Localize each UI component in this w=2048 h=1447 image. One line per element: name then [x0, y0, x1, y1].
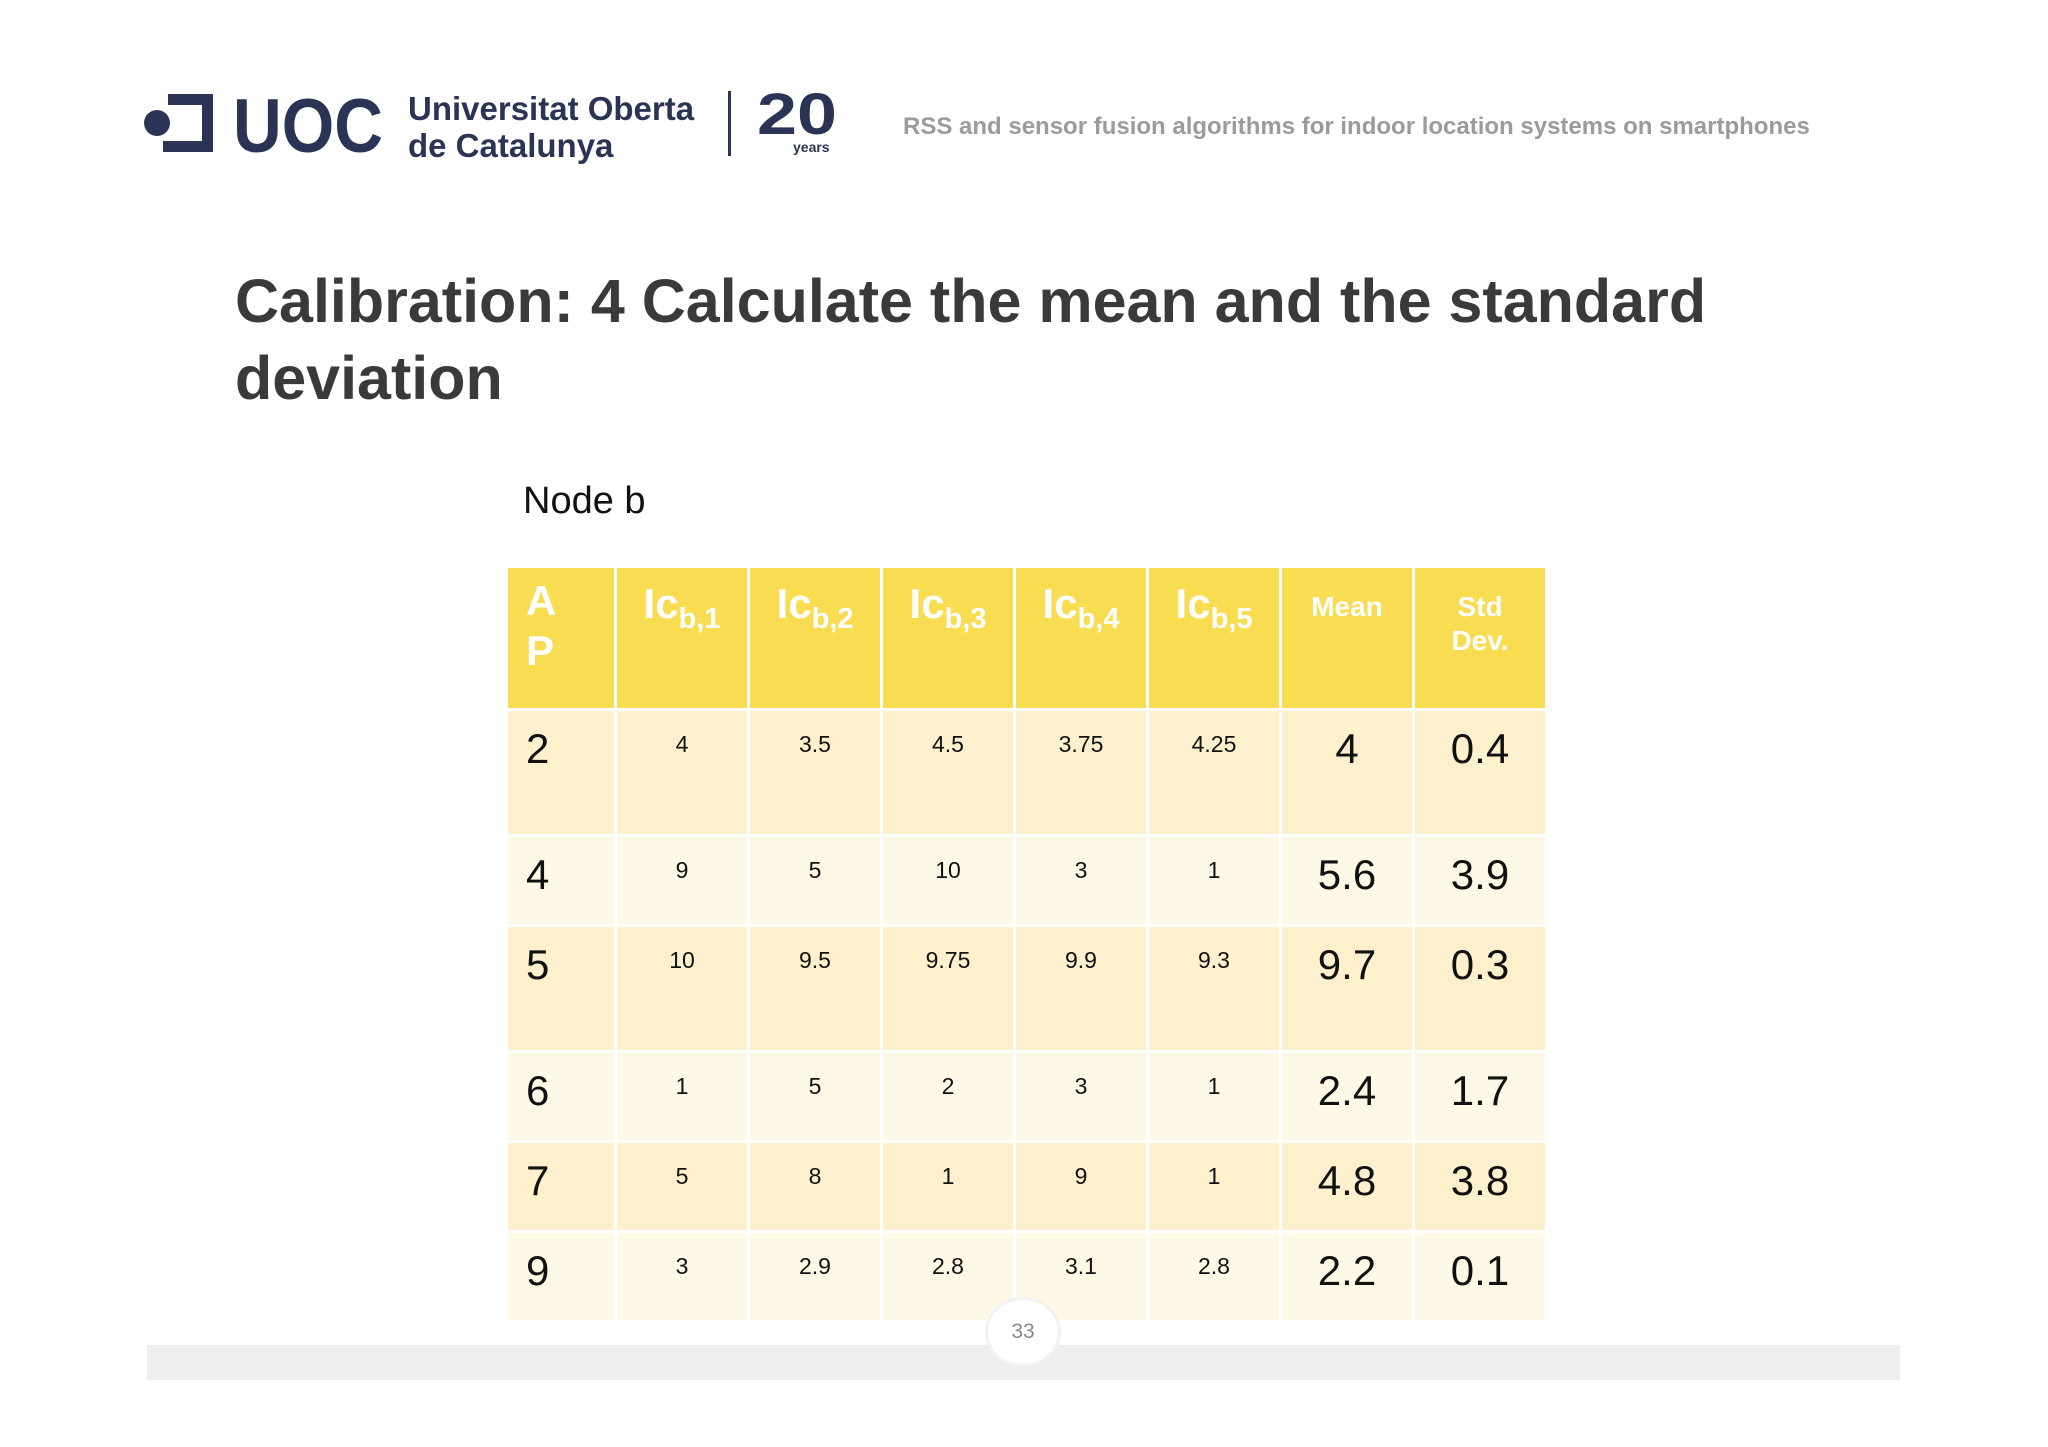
value-cell: 5: [750, 1053, 880, 1143]
university-name: Universitat Oberta de Catalunya: [408, 90, 694, 164]
table-row: 7 5 8 1 9 1 4.8 3.8: [508, 1143, 1545, 1233]
node-label: Node b: [523, 480, 646, 522]
ap-cell: 6: [508, 1053, 614, 1143]
value-cell: 1: [617, 1053, 747, 1143]
value-cell: 9.3: [1149, 927, 1279, 1053]
std-cell: 3.8: [1415, 1143, 1545, 1233]
header-std-dev: Std Dev.: [1415, 568, 1545, 711]
header-ic-base: Ic: [776, 580, 812, 627]
value-cell: 1: [1149, 837, 1279, 927]
header-ic-sub: b,2: [811, 603, 854, 635]
value-cell: 4.5: [883, 711, 1013, 837]
mean-cell: 2.4: [1282, 1053, 1412, 1143]
value-cell: 1: [883, 1143, 1013, 1233]
header-ic-base: Ic: [1175, 580, 1211, 627]
university-name-line1: Universitat Oberta: [408, 90, 695, 127]
table-row: 6 1 5 2 3 1 2.4 1.7: [508, 1053, 1545, 1143]
ap-cell: 5: [508, 927, 614, 1053]
ap-cell: 9: [508, 1233, 614, 1323]
logo-divider: [728, 91, 731, 156]
value-cell: 3: [1016, 1053, 1146, 1143]
header-mean: Mean: [1282, 568, 1412, 711]
value-cell: 10: [617, 927, 747, 1053]
header-ic-sub: b,5: [1210, 603, 1253, 635]
header-ic-sub: b,1: [678, 603, 721, 635]
header-ic-base: Ic: [643, 580, 679, 627]
header-subtitle: RSS and sensor fusion algorithms for ind…: [903, 113, 1810, 140]
mean-cell: 9.7: [1282, 927, 1412, 1053]
table-header-row: A P Icb,1 Icb,2 Icb,3 Icb,4 Icb,5 Mean S…: [508, 568, 1545, 711]
std-cell: 0.1: [1415, 1233, 1545, 1323]
value-cell: 8: [750, 1143, 880, 1233]
anniversary-number: 20: [757, 86, 837, 142]
ap-cell: 7: [508, 1143, 614, 1233]
std-cell: 0.3: [1415, 927, 1545, 1053]
value-cell: 2.9: [750, 1233, 880, 1323]
header-ic-b4: Icb,4: [1016, 568, 1146, 711]
header-ic-b5: Icb,5: [1149, 568, 1279, 711]
slide-title: Calibration: 4 Calculate the mean and th…: [235, 267, 1707, 412]
std-cell: 3.9: [1415, 837, 1545, 927]
header-ap-line2: P: [526, 627, 555, 674]
calibration-table: A P Icb,1 Icb,2 Icb,3 Icb,4 Icb,5 Mean S…: [505, 568, 1548, 1323]
mean-cell: 2.2: [1282, 1233, 1412, 1323]
value-cell: 9.5: [750, 927, 880, 1053]
value-cell: 9: [1016, 1143, 1146, 1233]
header-ic-b1: Icb,1: [617, 568, 747, 711]
value-cell: 10: [883, 837, 1013, 927]
value-cell: 4: [617, 711, 747, 837]
page-number: 33: [988, 1300, 1058, 1364]
header-ic-base: Ic: [909, 580, 945, 627]
value-cell: 1: [1149, 1143, 1279, 1233]
value-cell: 5: [617, 1143, 747, 1233]
mean-cell: 5.6: [1282, 837, 1412, 927]
mean-cell: 4: [1282, 711, 1412, 837]
header-std-line2: Dev.: [1451, 625, 1509, 656]
header-ic-sub: b,4: [1077, 603, 1120, 635]
header-ic-sub: b,3: [944, 603, 987, 635]
header-ic-b2: Icb,2: [750, 568, 880, 711]
std-cell: 1.7: [1415, 1053, 1545, 1143]
ap-cell: 2: [508, 711, 614, 837]
uoc-letters: UOC: [233, 86, 383, 166]
value-cell: 3: [617, 1233, 747, 1323]
uoc-logo: UOC Universitat Oberta de Catalunya 20 y…: [143, 86, 843, 166]
value-cell: 5: [750, 837, 880, 927]
header-ic-b3: Icb,3: [883, 568, 1013, 711]
anniversary-years: years: [793, 139, 830, 155]
university-name-line2: de Catalunya: [408, 127, 614, 164]
table-row: 5 10 9.5 9.75 9.9 9.3 9.7 0.3: [508, 927, 1545, 1053]
std-cell: 0.4: [1415, 711, 1545, 837]
value-cell: 9: [617, 837, 747, 927]
value-cell: 1: [1149, 1053, 1279, 1143]
header-std-line1: Std: [1457, 591, 1503, 622]
value-cell: 3.5: [750, 711, 880, 837]
header-ap-line1: A: [526, 577, 557, 624]
table-row: 9 3 2.9 2.8 3.1 2.8 2.2 0.1: [508, 1233, 1545, 1323]
anniversary-badge: 20: [757, 86, 837, 142]
value-cell: 3.75: [1016, 711, 1146, 837]
value-cell: 2.8: [1149, 1233, 1279, 1323]
header-ic-base: Ic: [1042, 580, 1078, 627]
value-cell: 9.75: [883, 927, 1013, 1053]
uoc-logo-mark: UOC: [144, 86, 383, 166]
table-row: 2 4 3.5 4.5 3.75 4.25 4 0.4: [508, 711, 1545, 837]
mean-cell: 4.8: [1282, 1143, 1412, 1233]
value-cell: 9.9: [1016, 927, 1146, 1053]
header-ap: A P: [508, 568, 614, 711]
value-cell: 2: [883, 1053, 1013, 1143]
ap-cell: 4: [508, 837, 614, 927]
table-row: 4 9 5 10 3 1 5.6 3.9: [508, 837, 1545, 927]
value-cell: 2.8: [883, 1233, 1013, 1323]
value-cell: 4.25: [1149, 711, 1279, 837]
value-cell: 3: [1016, 837, 1146, 927]
